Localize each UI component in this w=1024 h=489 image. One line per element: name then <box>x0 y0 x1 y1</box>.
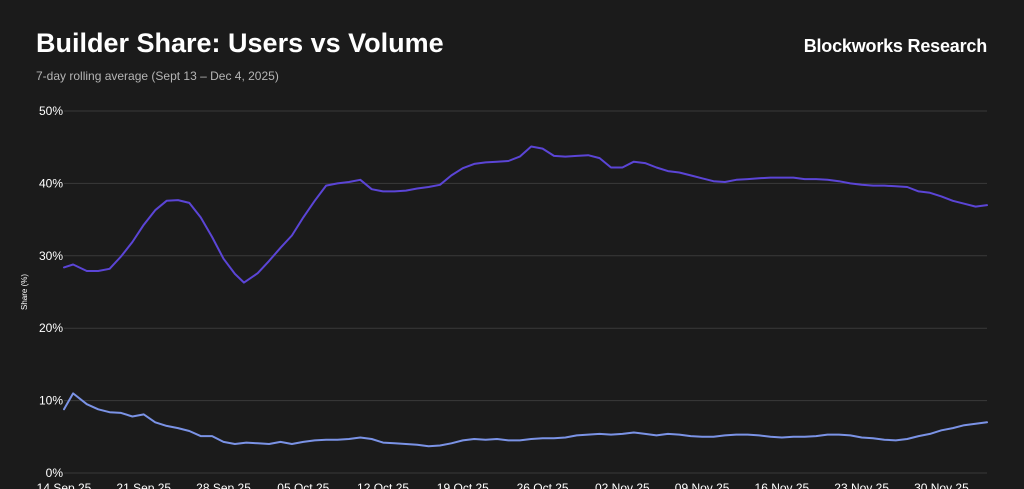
x-tick-label: 05 Oct 25 <box>277 481 329 489</box>
y-tick-label: 30% <box>39 249 63 263</box>
x-tick-label: 30 Nov 25 <box>914 481 969 489</box>
x-tick-label: 19 Oct 25 <box>437 481 489 489</box>
y-axis-label: Share (%) <box>20 274 29 310</box>
x-tick-label: 02 Nov 25 <box>595 481 650 489</box>
y-tick-label: 0% <box>46 466 64 480</box>
x-tick-label: 12 Oct 25 <box>357 481 409 489</box>
x-axis-ticks: 14 Sep 25 21 Sep 25 28 Sep 25 05 Oct 25 12 O… <box>37 481 969 489</box>
brand-logo-text: Blockworks Research <box>803 36 987 56</box>
series-lines <box>63 145 988 448</box>
y-tick-label: 40% <box>39 176 63 190</box>
chart-title: Builder Share: Users vs Volume <box>36 28 444 58</box>
x-tick-label: 21 Sep 25 <box>116 481 171 489</box>
series-line-upper <box>63 145 988 284</box>
y-tick-label: 10% <box>39 394 63 408</box>
y-tick-label: 20% <box>39 321 63 335</box>
y-tick-label: 50% <box>39 104 63 118</box>
x-tick-label: 23 Nov 25 <box>834 481 889 489</box>
y-axis-ticks: 0% 10% 20% 30% 40% 50% <box>39 104 63 480</box>
x-tick-label: 26 Oct 25 <box>517 481 569 489</box>
x-tick-label: 16 Nov 25 <box>755 481 810 489</box>
x-tick-label: 28 Sep 25 <box>196 481 251 489</box>
series-line-lower <box>63 392 988 448</box>
x-tick-label: 14 Sep 25 <box>37 481 92 489</box>
grid-lines <box>64 110 987 474</box>
chart-subtitle: 7-day rolling average (Sept 13 – Dec 4, … <box>36 69 279 83</box>
x-tick-label: 09 Nov 25 <box>675 481 730 489</box>
